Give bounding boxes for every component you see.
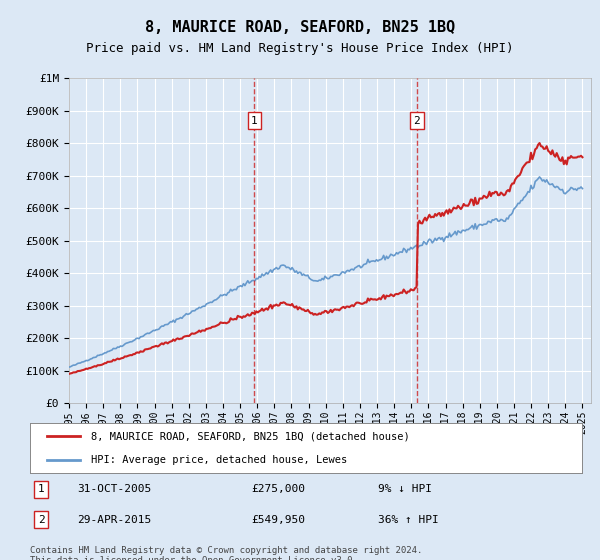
Text: 1: 1 [38, 484, 44, 494]
Text: 8, MAURICE ROAD, SEAFORD, BN25 1BQ (detached house): 8, MAURICE ROAD, SEAFORD, BN25 1BQ (deta… [91, 431, 409, 441]
Text: 36% ↑ HPI: 36% ↑ HPI [378, 515, 439, 525]
Text: 1: 1 [251, 115, 258, 125]
Text: 9% ↓ HPI: 9% ↓ HPI [378, 484, 432, 494]
Text: Contains HM Land Registry data © Crown copyright and database right 2024.
This d: Contains HM Land Registry data © Crown c… [30, 546, 422, 560]
Text: HPI: Average price, detached house, Lewes: HPI: Average price, detached house, Lewe… [91, 455, 347, 465]
Text: 2: 2 [413, 115, 421, 125]
Text: 8, MAURICE ROAD, SEAFORD, BN25 1BQ: 8, MAURICE ROAD, SEAFORD, BN25 1BQ [145, 20, 455, 35]
Text: 31-OCT-2005: 31-OCT-2005 [77, 484, 151, 494]
Text: 2: 2 [38, 515, 44, 525]
Text: 29-APR-2015: 29-APR-2015 [77, 515, 151, 525]
Text: £275,000: £275,000 [251, 484, 305, 494]
Text: £549,950: £549,950 [251, 515, 305, 525]
Text: Price paid vs. HM Land Registry's House Price Index (HPI): Price paid vs. HM Land Registry's House … [86, 42, 514, 55]
